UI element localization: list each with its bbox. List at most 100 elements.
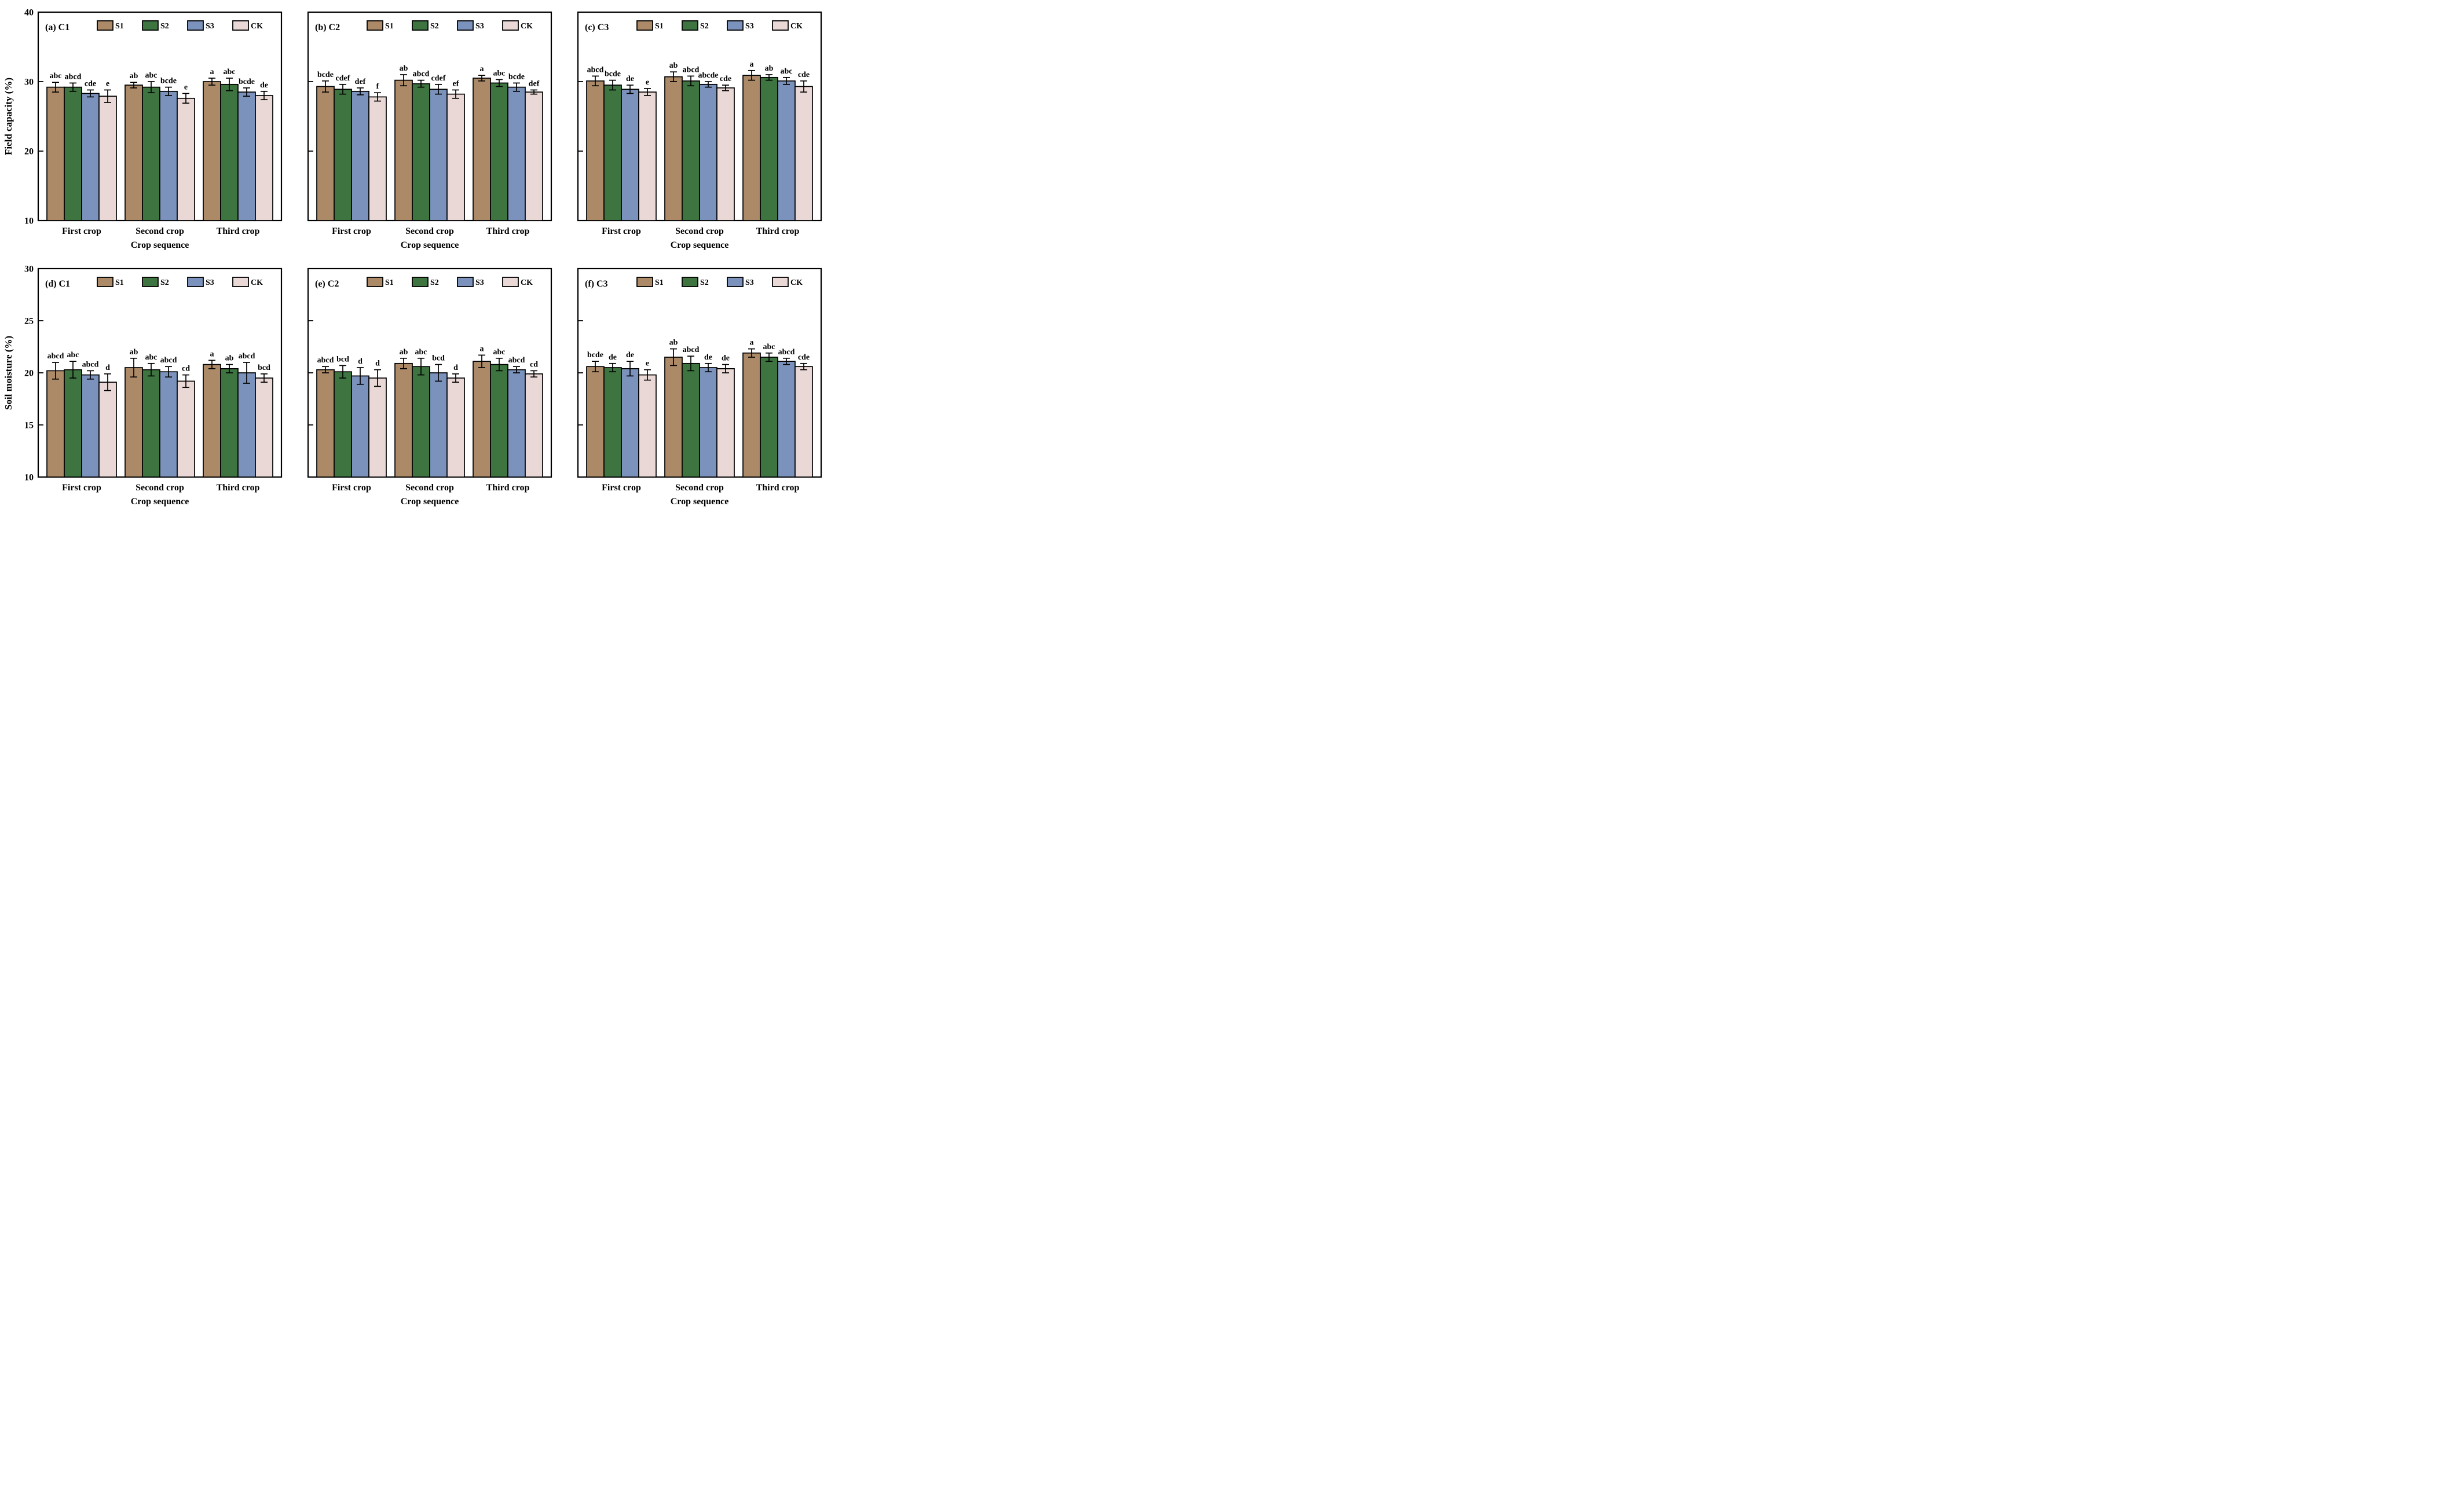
legend-swatch-s3 xyxy=(727,20,744,31)
sig-letter: d xyxy=(453,364,458,372)
legend-label-s2: S2 xyxy=(430,22,439,31)
y-tick-label: 15 xyxy=(24,421,34,431)
sig-letter: de xyxy=(609,353,617,362)
legend-swatch-s2 xyxy=(412,20,429,31)
bar-s3-group3 xyxy=(507,86,526,221)
bar-ck-group2 xyxy=(716,368,735,478)
legend-swatch-s2 xyxy=(142,277,159,287)
sig-letter: abcd xyxy=(508,356,525,365)
y-tick-label: 20 xyxy=(24,369,34,379)
sig-letter: bcde xyxy=(239,78,255,86)
bar-s3-group1 xyxy=(351,90,369,221)
x-tick-label: First crop xyxy=(62,226,101,236)
bar-ck-group3 xyxy=(795,86,813,221)
panel-b: (b) C2 S1 S2 S3 CK bcde cdef def f First crop ab ab… xyxy=(298,3,555,254)
sig-letter: abc xyxy=(224,68,236,76)
x-tick-label: First crop xyxy=(332,483,371,493)
legend-label-s3: S3 xyxy=(206,278,214,287)
bar-ck-group1 xyxy=(368,377,387,478)
sig-letter: bcd xyxy=(336,355,349,364)
bar-s2-group1 xyxy=(603,85,622,221)
sig-letter: de xyxy=(626,75,634,83)
sig-letter: bcde xyxy=(587,351,603,360)
bar-s2-group3 xyxy=(490,82,508,221)
bar-s2-group3 xyxy=(760,76,778,221)
legend-swatch-s3 xyxy=(187,277,204,287)
y-tick-label: 40 xyxy=(24,8,34,18)
y-tick-label: 20 xyxy=(24,147,34,157)
sig-letter: abc xyxy=(763,343,775,351)
bar-ck-group2 xyxy=(716,87,735,221)
legend-label-s2: S2 xyxy=(430,278,439,287)
sig-letter: abcd xyxy=(239,352,255,361)
x-axis-title: Crop sequence xyxy=(131,240,189,250)
bar-s1-group1 xyxy=(316,369,335,478)
panel-label: (b) C2 xyxy=(315,23,340,32)
figure: 10 20 30 40 Field capacity (%) (a) C1 S1 S2 S3 CK… xyxy=(0,0,839,514)
legend-swatch-s1 xyxy=(636,20,653,31)
legend-label-s1: S1 xyxy=(385,278,394,287)
bar-s1-group3 xyxy=(742,352,761,478)
sig-letter: abcd xyxy=(82,360,99,369)
legend-swatch-s1 xyxy=(97,277,114,287)
sig-letter: abcd xyxy=(317,356,334,365)
x-tick-label: First crop xyxy=(602,483,641,493)
sig-letter: f xyxy=(376,82,379,91)
bar-s3-group2 xyxy=(159,90,178,221)
bar-s3-group2 xyxy=(699,367,717,478)
bar-s2-group1 xyxy=(64,369,82,478)
bar-s3-group2 xyxy=(159,371,178,478)
bar-s3-group3 xyxy=(777,361,796,478)
sig-letter: bcde xyxy=(605,70,621,79)
legend-label-s1: S1 xyxy=(655,278,664,287)
bar-ck-group3 xyxy=(255,95,273,221)
bar-s2-group1 xyxy=(334,89,352,221)
bar-s1-group2 xyxy=(664,76,683,221)
sig-letter: e xyxy=(646,360,649,368)
panel-label: (d) C1 xyxy=(45,279,70,289)
legend-label-s2: S2 xyxy=(160,278,169,287)
bar-s3-group3 xyxy=(237,91,256,221)
y-tick-label: 10 xyxy=(24,473,34,483)
sig-letter: a xyxy=(480,65,484,74)
bar-ck-group1 xyxy=(98,382,117,478)
bar-ck-group3 xyxy=(795,366,813,478)
bar-s3-group1 xyxy=(351,375,369,478)
sig-letter: cdef xyxy=(336,74,350,83)
sig-letter: ab xyxy=(669,339,678,347)
legend-label-ck: CK xyxy=(790,278,803,287)
bar-ck-group1 xyxy=(98,96,117,221)
legend-swatch-s3 xyxy=(727,277,744,287)
x-tick-label: Third crop xyxy=(486,226,530,236)
bar-s2-group2 xyxy=(412,366,430,478)
legend-label-s3: S3 xyxy=(475,22,484,31)
bar-ck-group2 xyxy=(177,97,195,221)
sig-letter: cde xyxy=(798,71,810,79)
sig-letter: abcd xyxy=(47,352,64,361)
x-tick-label: Third crop xyxy=(217,226,260,236)
panel-label: (f) C3 xyxy=(585,279,608,289)
x-tick-label: Second crop xyxy=(405,483,454,493)
x-axis-title: Crop sequence xyxy=(671,240,729,250)
legend-swatch-s1 xyxy=(636,277,653,287)
x-tick-label: First crop xyxy=(62,483,101,493)
sig-letter: ab xyxy=(130,348,138,357)
x-tick-label: Second crop xyxy=(136,226,184,236)
legend-swatch-s1 xyxy=(97,20,114,31)
bar-ck-group1 xyxy=(638,374,657,478)
bar-s3-group3 xyxy=(237,372,256,478)
legend-label-s3: S3 xyxy=(206,22,214,31)
bar-s2-group2 xyxy=(142,369,160,478)
panel-label: (e) C2 xyxy=(315,279,339,289)
x-tick-label: Third crop xyxy=(756,226,800,236)
sig-letter: abcd xyxy=(587,65,604,74)
sig-letter: abc xyxy=(67,351,79,360)
x-tick-label: Third crop xyxy=(486,483,530,493)
chart-panel-a: 10 20 30 40 Field capacity (%) (a) C1 S1 S2 S3 CK… xyxy=(3,8,283,250)
legend-label-ck: CK xyxy=(521,278,533,287)
legend-swatch-s3 xyxy=(457,20,474,31)
bar-s2-group2 xyxy=(682,362,700,478)
sig-letter: def xyxy=(355,78,366,86)
